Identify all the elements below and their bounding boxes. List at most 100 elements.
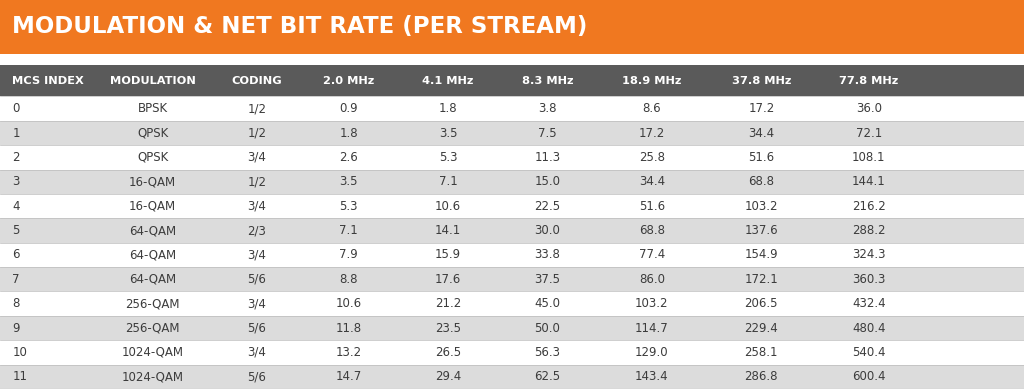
Text: 2.6: 2.6 [339, 151, 358, 164]
Text: 3/4: 3/4 [248, 151, 266, 164]
Bar [0, 145, 1024, 170]
Text: 64-QAM: 64-QAM [129, 249, 176, 261]
Text: 3.8: 3.8 [538, 102, 557, 115]
Text: 8: 8 [12, 297, 19, 310]
Text: 10: 10 [12, 346, 28, 359]
Text: 5.3: 5.3 [339, 200, 358, 213]
Bar [0, 218, 1024, 243]
Bar [0, 267, 1024, 291]
Bar [0, 194, 1024, 218]
Text: 64-QAM: 64-QAM [129, 273, 176, 286]
Text: 62.5: 62.5 [535, 370, 560, 383]
Text: 86.0: 86.0 [639, 273, 665, 286]
Text: 143.4: 143.4 [635, 370, 669, 383]
Bar [0, 316, 1024, 340]
Text: 1/2: 1/2 [248, 126, 266, 140]
Text: 432.4: 432.4 [852, 297, 886, 310]
Text: 14.1: 14.1 [435, 224, 461, 237]
Text: 2/3: 2/3 [248, 224, 266, 237]
Text: 51.6: 51.6 [639, 200, 665, 213]
Text: 77.8 MHz: 77.8 MHz [840, 75, 898, 86]
Text: MCS INDEX: MCS INDEX [12, 75, 84, 86]
Text: 5/6: 5/6 [248, 273, 266, 286]
Text: 0: 0 [12, 102, 19, 115]
Bar [0, 96, 1024, 121]
Text: 5: 5 [12, 224, 19, 237]
Text: 5/6: 5/6 [248, 370, 266, 383]
Text: 129.0: 129.0 [635, 346, 669, 359]
Text: 1.8: 1.8 [438, 102, 458, 115]
Text: 288.2: 288.2 [852, 224, 886, 237]
Text: 17.2: 17.2 [639, 126, 665, 140]
Bar [0, 65, 1024, 96]
Text: CODING: CODING [231, 75, 283, 86]
Text: 30.0: 30.0 [535, 224, 560, 237]
Text: 11: 11 [12, 370, 28, 383]
Bar [0, 170, 1024, 194]
Text: 3.5: 3.5 [438, 126, 458, 140]
Text: 10.6: 10.6 [336, 297, 361, 310]
Text: 16-QAM: 16-QAM [129, 200, 176, 213]
Text: 3/4: 3/4 [248, 200, 266, 213]
Text: 1024-QAM: 1024-QAM [122, 370, 183, 383]
Text: 45.0: 45.0 [535, 297, 560, 310]
Text: 229.4: 229.4 [744, 322, 778, 335]
Text: 13.2: 13.2 [336, 346, 361, 359]
Text: QPSK: QPSK [137, 126, 168, 140]
Bar [0, 291, 1024, 316]
Text: 77.4: 77.4 [639, 249, 665, 261]
Text: 68.8: 68.8 [749, 175, 774, 188]
Text: 360.3: 360.3 [852, 273, 886, 286]
Text: 33.8: 33.8 [535, 249, 560, 261]
Text: 8.8: 8.8 [339, 273, 358, 286]
Text: 5/6: 5/6 [248, 322, 266, 335]
Bar [0, 340, 1024, 364]
Text: 23.5: 23.5 [435, 322, 461, 335]
Text: 3/4: 3/4 [248, 297, 266, 310]
Text: 15.9: 15.9 [435, 249, 461, 261]
Text: 1024-QAM: 1024-QAM [122, 346, 183, 359]
Text: 480.4: 480.4 [852, 322, 886, 335]
Text: 324.3: 324.3 [852, 249, 886, 261]
Text: 7: 7 [12, 273, 19, 286]
Text: BPSK: BPSK [137, 102, 168, 115]
Text: 34.4: 34.4 [639, 175, 665, 188]
Text: 26.5: 26.5 [435, 346, 461, 359]
Text: 108.1: 108.1 [852, 151, 886, 164]
Text: 9: 9 [12, 322, 19, 335]
Text: 5.3: 5.3 [438, 151, 458, 164]
Text: 600.4: 600.4 [852, 370, 886, 383]
Text: 3.5: 3.5 [339, 175, 358, 188]
Text: 51.6: 51.6 [749, 151, 774, 164]
Text: 540.4: 540.4 [852, 346, 886, 359]
Text: 144.1: 144.1 [852, 175, 886, 188]
Text: 114.7: 114.7 [635, 322, 669, 335]
Text: QPSK: QPSK [137, 151, 168, 164]
Text: 1/2: 1/2 [248, 175, 266, 188]
Text: 3: 3 [12, 175, 19, 188]
Text: 50.0: 50.0 [535, 322, 560, 335]
Text: 4.1 MHz: 4.1 MHz [422, 75, 474, 86]
Text: MODULATION: MODULATION [110, 75, 196, 86]
Text: 17.6: 17.6 [435, 273, 461, 286]
Text: 72.1: 72.1 [856, 126, 882, 140]
Text: 103.2: 103.2 [744, 200, 778, 213]
Text: 56.3: 56.3 [535, 346, 560, 359]
Text: 14.7: 14.7 [336, 370, 361, 383]
Text: 1: 1 [12, 126, 19, 140]
Text: 8.6: 8.6 [642, 102, 662, 115]
Text: 37.5: 37.5 [535, 273, 560, 286]
Text: 137.6: 137.6 [744, 224, 778, 237]
Text: 3/4: 3/4 [248, 346, 266, 359]
Text: 286.8: 286.8 [744, 370, 778, 383]
Text: 206.5: 206.5 [744, 297, 778, 310]
Text: 256-QAM: 256-QAM [125, 297, 180, 310]
Text: 21.2: 21.2 [435, 297, 461, 310]
Text: 3/4: 3/4 [248, 249, 266, 261]
Bar [0, 0, 1024, 54]
Text: MODULATION & NET BIT RATE (PER STREAM): MODULATION & NET BIT RATE (PER STREAM) [12, 15, 588, 39]
Bar [0, 121, 1024, 145]
Text: 64-QAM: 64-QAM [129, 224, 176, 237]
Text: 37.8 MHz: 37.8 MHz [732, 75, 791, 86]
Text: 11.8: 11.8 [336, 322, 361, 335]
